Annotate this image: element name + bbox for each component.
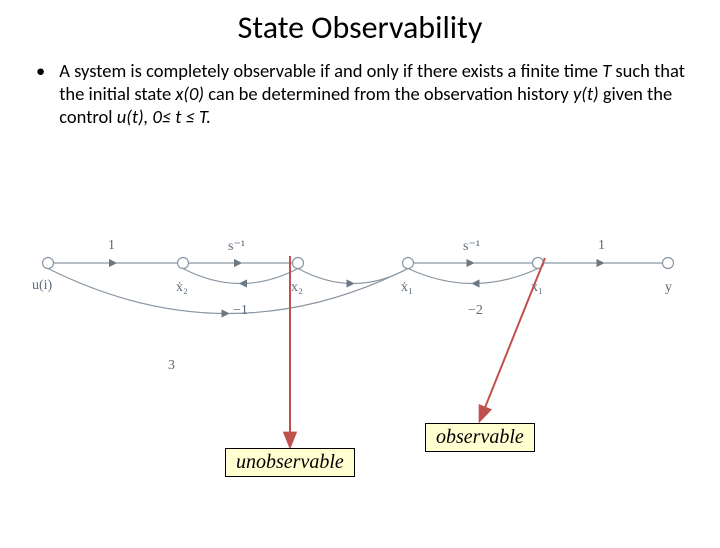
unobservable-label: unobservable — [225, 448, 355, 477]
observable-label: observable — [425, 423, 535, 452]
definition-text: A system is completely observable if and… — [59, 59, 690, 128]
page-title: State Observability — [0, 8, 720, 47]
bullet-marker: • — [36, 59, 45, 128]
definition-bullet: • A system is completely observable if a… — [30, 59, 690, 128]
signal-flow-svg — [38, 208, 688, 378]
signal-flow-diagram: 1s⁻¹s⁻¹1−1−23u(i)ẋ₂x₂ẋ₁x₁y — [38, 208, 688, 378]
